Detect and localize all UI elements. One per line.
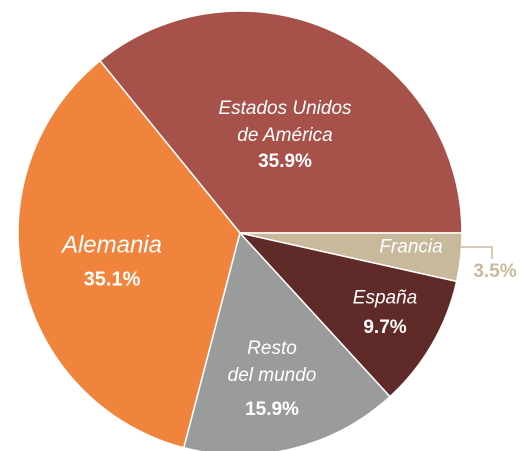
leader-line bbox=[456, 246, 493, 259]
slice-value: 35.1% bbox=[83, 268, 141, 291]
pie-slice bbox=[182, 231, 392, 451]
slice-value: 9.7% bbox=[363, 317, 407, 338]
pie-slice bbox=[237, 231, 458, 398]
slice-value: 15.9% bbox=[245, 399, 299, 420]
pie-slice bbox=[98, 10, 463, 234]
slice-name: Francia bbox=[379, 236, 443, 258]
slice-name: Estados Unidos de América bbox=[218, 98, 352, 146]
slice-name: España bbox=[352, 287, 418, 309]
slice-name: Alemania bbox=[61, 231, 163, 259]
slice-value: 3.5% bbox=[473, 261, 517, 282]
slice-name: Resto del mundo bbox=[227, 338, 317, 386]
pie-slice bbox=[239, 232, 463, 283]
slice-value: 35.9% bbox=[258, 151, 312, 172]
pie-slice bbox=[17, 59, 241, 449]
